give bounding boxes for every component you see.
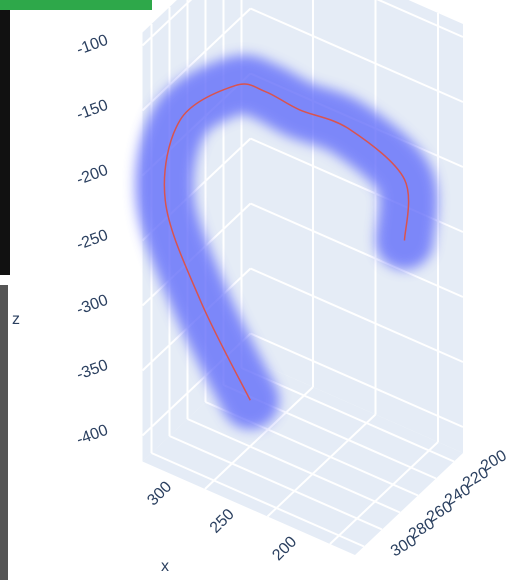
status-bar bbox=[0, 0, 152, 10]
z-tick-label: -250 bbox=[74, 227, 110, 254]
z-tick-label: -200 bbox=[74, 162, 110, 189]
x-tick-label: 300 bbox=[144, 478, 175, 509]
x-axis-title: x bbox=[161, 558, 169, 575]
side-image bbox=[0, 10, 10, 275]
x-tick-label: 200 bbox=[269, 533, 300, 564]
z-tick-label: -150 bbox=[74, 97, 110, 124]
z-tick-label: -100 bbox=[74, 32, 110, 59]
side-image bbox=[0, 285, 8, 580]
z-axis-title: z bbox=[12, 311, 20, 328]
z-tick-label: -400 bbox=[74, 422, 110, 449]
z-tick-label: -350 bbox=[74, 357, 110, 384]
x-tick-label: 250 bbox=[207, 506, 238, 537]
z-tick-label: -300 bbox=[74, 292, 110, 319]
chart: 200250300200220240260280300-400-350-300-… bbox=[0, 0, 513, 580]
